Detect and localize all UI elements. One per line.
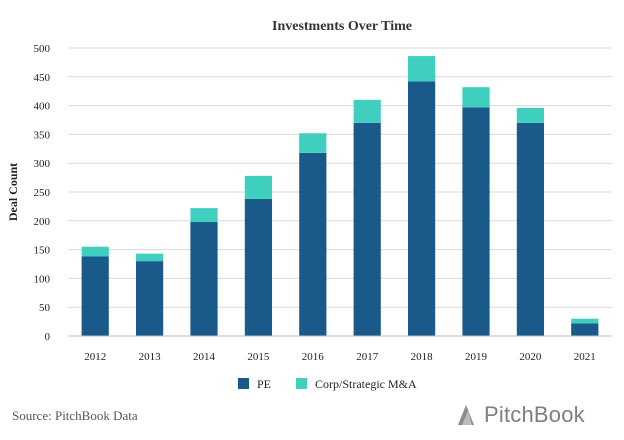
bar-corp-ma bbox=[190, 208, 218, 222]
legend-label: Corp/Strategic M&A bbox=[315, 377, 417, 391]
bar-pe bbox=[81, 256, 109, 336]
x-tick-label: 2013 bbox=[139, 351, 162, 363]
y-tick-label: 100 bbox=[34, 273, 51, 285]
x-tick-label: 2017 bbox=[356, 351, 379, 363]
pitchbook-logo-icon bbox=[458, 405, 474, 425]
legend: PE Corp/Strategic M&A bbox=[238, 377, 417, 391]
brand-name: PitchBook bbox=[484, 402, 585, 427]
y-axis-ticks: 0 50 100 150 200 250 300 350 400 450 500 bbox=[34, 43, 51, 343]
bar-pe bbox=[353, 122, 381, 336]
x-tick-label: 2012 bbox=[84, 351, 106, 363]
bar-pe bbox=[136, 261, 164, 336]
bar-corp-ma bbox=[462, 87, 490, 108]
bars bbox=[81, 56, 599, 337]
x-tick-label: 2015 bbox=[247, 351, 270, 363]
y-tick-label: 250 bbox=[34, 187, 51, 199]
bar-pe bbox=[244, 198, 272, 336]
y-tick-label: 50 bbox=[39, 302, 51, 314]
x-tick-label: 2016 bbox=[302, 351, 325, 363]
y-axis-label: Deal Count bbox=[6, 163, 20, 221]
bar-corp-ma bbox=[408, 56, 436, 82]
y-tick-label: 500 bbox=[34, 43, 51, 55]
bar-corp-ma bbox=[516, 107, 544, 123]
x-tick-label: 2019 bbox=[465, 351, 488, 363]
bar-corp-ma bbox=[299, 133, 327, 153]
x-tick-label: 2020 bbox=[519, 351, 542, 363]
y-tick-label: 350 bbox=[34, 129, 51, 141]
chart: Investments Over Time Deal Count 0 50 100 1… bbox=[6, 19, 612, 391]
bar-corp-ma bbox=[244, 175, 272, 199]
y-tick-label: 450 bbox=[34, 72, 51, 84]
y-tick-label: 400 bbox=[34, 101, 51, 113]
legend-swatch bbox=[238, 378, 249, 389]
y-tick-label: 150 bbox=[34, 245, 51, 257]
x-tick-label: 2014 bbox=[193, 351, 216, 363]
brand-logo: PitchBook bbox=[452, 400, 585, 430]
y-tick-label: 0 bbox=[45, 331, 51, 343]
bar-corp-ma bbox=[136, 253, 164, 262]
y-tick-label: 300 bbox=[34, 158, 51, 170]
bar-corp-ma bbox=[571, 318, 599, 324]
chart-title: Investments Over Time bbox=[272, 19, 412, 34]
x-axis-ticks: 2012 2013 2014 2015 2016 2017 2018 2019 2020 2021 bbox=[84, 351, 596, 363]
bar-corp-ma bbox=[353, 99, 381, 123]
bar-pe bbox=[571, 323, 599, 336]
bar-pe bbox=[190, 221, 218, 336]
y-tick-label: 200 bbox=[34, 216, 51, 228]
x-tick-label: 2021 bbox=[574, 351, 596, 363]
source-note: Source: PitchBook Data bbox=[12, 408, 138, 423]
bar-pe bbox=[408, 81, 436, 337]
bar-pe bbox=[516, 122, 544, 336]
bar-pe bbox=[299, 152, 327, 336]
legend-swatch bbox=[296, 378, 307, 389]
legend-label: PE bbox=[257, 377, 271, 391]
x-tick-label: 2018 bbox=[411, 351, 434, 363]
bar-corp-ma bbox=[81, 246, 109, 257]
bar-pe bbox=[462, 107, 490, 336]
